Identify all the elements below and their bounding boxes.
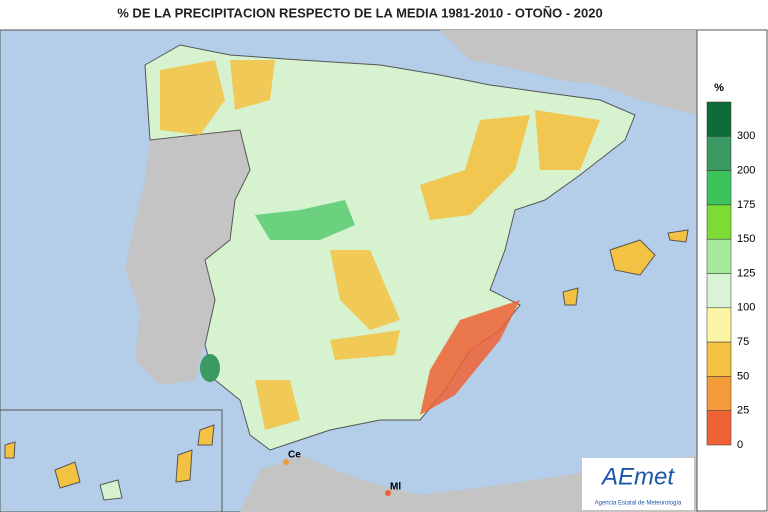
legend-unit: % bbox=[714, 82, 724, 94]
legend-tick-label: 100 bbox=[737, 302, 755, 314]
legend-tick-label: 75 bbox=[737, 336, 749, 348]
legend-tick-label: 300 bbox=[737, 130, 755, 142]
region-green bbox=[200, 354, 220, 382]
region-orange bbox=[420, 115, 530, 220]
island bbox=[4, 441, 16, 459]
legend-tick-label: 0 bbox=[737, 439, 743, 451]
island bbox=[54, 461, 81, 489]
legend-swatch bbox=[706, 307, 732, 343]
logo-subtitle: Agencia Estatal de Meteorología bbox=[595, 501, 682, 507]
region-orange bbox=[330, 250, 400, 330]
region-orange bbox=[255, 380, 300, 430]
menorca bbox=[667, 229, 689, 243]
island bbox=[197, 424, 215, 446]
logo: AEmet bbox=[600, 463, 675, 490]
region-orange bbox=[330, 330, 400, 360]
legend-swatch bbox=[706, 273, 732, 309]
legend-swatch bbox=[706, 101, 732, 137]
france bbox=[440, 30, 697, 115]
legend-swatch bbox=[706, 136, 732, 171]
region-orange bbox=[230, 60, 275, 110]
region-red bbox=[420, 300, 520, 415]
legend-swatch bbox=[706, 376, 732, 411]
legend-swatch bbox=[706, 341, 732, 377]
legend-swatch bbox=[706, 238, 732, 274]
ceuta bbox=[283, 459, 289, 465]
legend: 300 200 175 150 125 100 75 50 25 0 bbox=[706, 101, 755, 451]
region-green bbox=[255, 200, 355, 240]
ibiza bbox=[562, 287, 579, 306]
legend-swatch bbox=[706, 410, 732, 446]
legend-tick-label: 200 bbox=[737, 165, 755, 177]
island bbox=[175, 449, 193, 483]
melilla bbox=[385, 490, 391, 496]
legend-tick-label: 125 bbox=[737, 267, 755, 279]
legend-swatch bbox=[706, 204, 732, 240]
legend-tick-label: 150 bbox=[737, 233, 755, 245]
region-orange bbox=[160, 60, 225, 135]
place-label: Ml bbox=[390, 482, 401, 493]
island bbox=[99, 479, 123, 501]
legend-tick-label: 50 bbox=[737, 370, 749, 382]
mallorca bbox=[609, 239, 656, 276]
legend-tick-label: 175 bbox=[737, 199, 755, 211]
legend-swatch bbox=[706, 170, 732, 206]
title: % DE LA PRECIPITACION RESPECTO DE LA MED… bbox=[117, 5, 602, 20]
map-area: Ce Ml AEmet Agencia Estatal de Meteorolo… bbox=[0, 29, 698, 512]
region-orange bbox=[535, 110, 600, 170]
legend-tick-label: 25 bbox=[737, 405, 749, 417]
portugal bbox=[125, 130, 250, 385]
place-label: Ce bbox=[288, 450, 301, 461]
logo-box bbox=[582, 458, 694, 510]
